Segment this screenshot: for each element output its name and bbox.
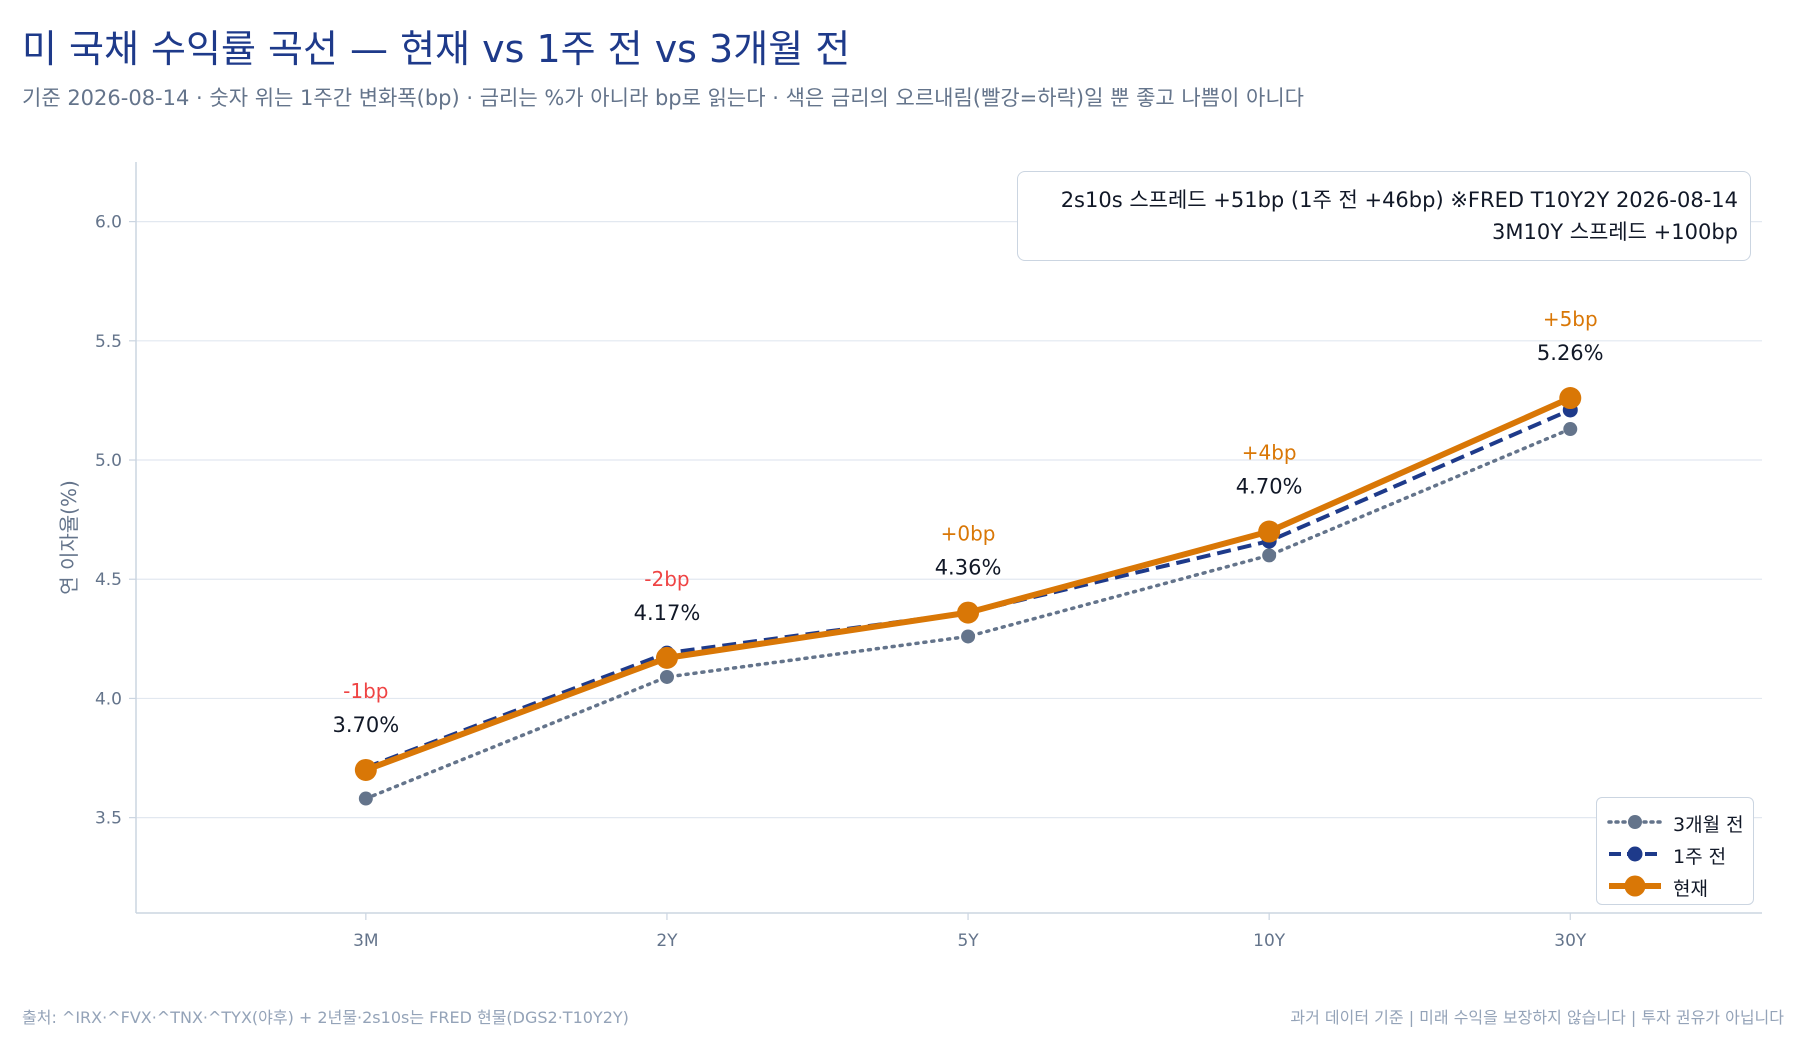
legend-label-week-ago: 1주 전 — [1673, 846, 1727, 868]
chart-title: 미 국채 수익률 곡선 — 현재 vs 1주 전 vs 3개월 전 — [22, 27, 851, 71]
x-tick-label: 30Y — [1554, 931, 1587, 951]
legend-item-current: 현재 — [1605, 871, 1745, 901]
series-current-point — [655, 646, 678, 669]
source-note: 출처: ^IRX·^FVX·^TNX·^TYX(야후) + 2년물·2s10s는… — [22, 1008, 629, 1027]
series-current-point — [1258, 520, 1281, 543]
legend-label-current: 현재 — [1673, 878, 1708, 900]
chart-legend: 3개월 전 1주 전 현재 — [1596, 797, 1754, 905]
chart-subtitle: 기준 2026-08-14 · 숫자 위는 1주간 변화폭(bp) · 금리는 … — [22, 86, 1304, 110]
y-tick-label: 5.0 — [95, 451, 122, 471]
series-current-point — [354, 758, 377, 781]
series-three-months-ago-point — [1262, 548, 1277, 563]
series-current-point — [957, 601, 980, 624]
spread-2s10s-text: 2s10s 스프레드 +51bp (1주 전 +46bp) ※FRED T10Y… — [1060, 188, 1738, 212]
yield-curve-chart: 3.5 4.0 4.5 5.0 5.5 6.0 3M 2Y 5Y 10Y 30Y 연 이자율(%) 3… — [57, 162, 1762, 951]
x-tick-label: 10Y — [1253, 931, 1286, 951]
value-label: 4.17% — [634, 601, 701, 625]
y-tick-label: 4.0 — [95, 689, 122, 709]
series-lines — [354, 387, 1582, 806]
x-tick-label: 5Y — [957, 931, 979, 951]
series-week-ago-line — [365, 408, 1572, 770]
change-label: +4bp — [1242, 441, 1297, 465]
series-three-months-ago-point — [659, 669, 674, 684]
x-tick-label: 3M — [353, 931, 378, 951]
change-label: +0bp — [941, 522, 996, 546]
x-tick-label: 2Y — [656, 931, 678, 951]
legend-item-week-ago: 1주 전 — [1605, 839, 1745, 869]
spread-3m10y-text: 3M10Y 스프레드 +100bp — [1492, 220, 1738, 244]
series-current-line — [362, 395, 1574, 773]
change-label: -2bp — [644, 567, 689, 591]
legend-item-three-months-ago: 3개월 전 — [1605, 807, 1745, 837]
value-label: 3.70% — [332, 713, 399, 737]
series-three-months-ago-point — [1563, 422, 1578, 437]
value-label: 4.70% — [1236, 475, 1303, 499]
series-current-point — [1559, 387, 1582, 410]
series-three-months-ago-line — [364, 427, 1573, 801]
data-labels: 3.70% -1bp 4.17% -2bp 4.36% +0bp 4.70% +4bp 5.26… — [332, 307, 1603, 737]
series-three-months-ago-point — [358, 791, 373, 806]
axes: 3.5 4.0 4.5 5.0 5.5 6.0 3M 2Y 5Y 10Y 30Y 연 이자율(%) — [57, 162, 1762, 951]
change-label: -1bp — [343, 679, 388, 703]
spread-annotation-box: 2s10s 스프레드 +51bp (1주 전 +46bp) ※FRED T10Y… — [1017, 171, 1751, 261]
y-tick-label: 5.5 — [95, 332, 122, 352]
y-tick-label: 6.0 — [95, 213, 122, 233]
y-tick-label: 4.5 — [95, 570, 122, 590]
value-label: 4.36% — [935, 556, 1002, 580]
y-axis-title: 연 이자율(%) — [57, 480, 81, 595]
disclaimer-note: 과거 데이터 기준 | 미래 수익을 보장하지 않습니다 | 투자 권유가 아닙… — [1290, 1008, 1784, 1027]
legend-label-three-months-ago: 3개월 전 — [1673, 814, 1744, 836]
change-label: +5bp — [1543, 307, 1598, 331]
series-three-months-ago-point — [961, 629, 976, 644]
y-tick-label: 3.5 — [95, 809, 122, 829]
value-label: 5.26% — [1537, 341, 1604, 365]
